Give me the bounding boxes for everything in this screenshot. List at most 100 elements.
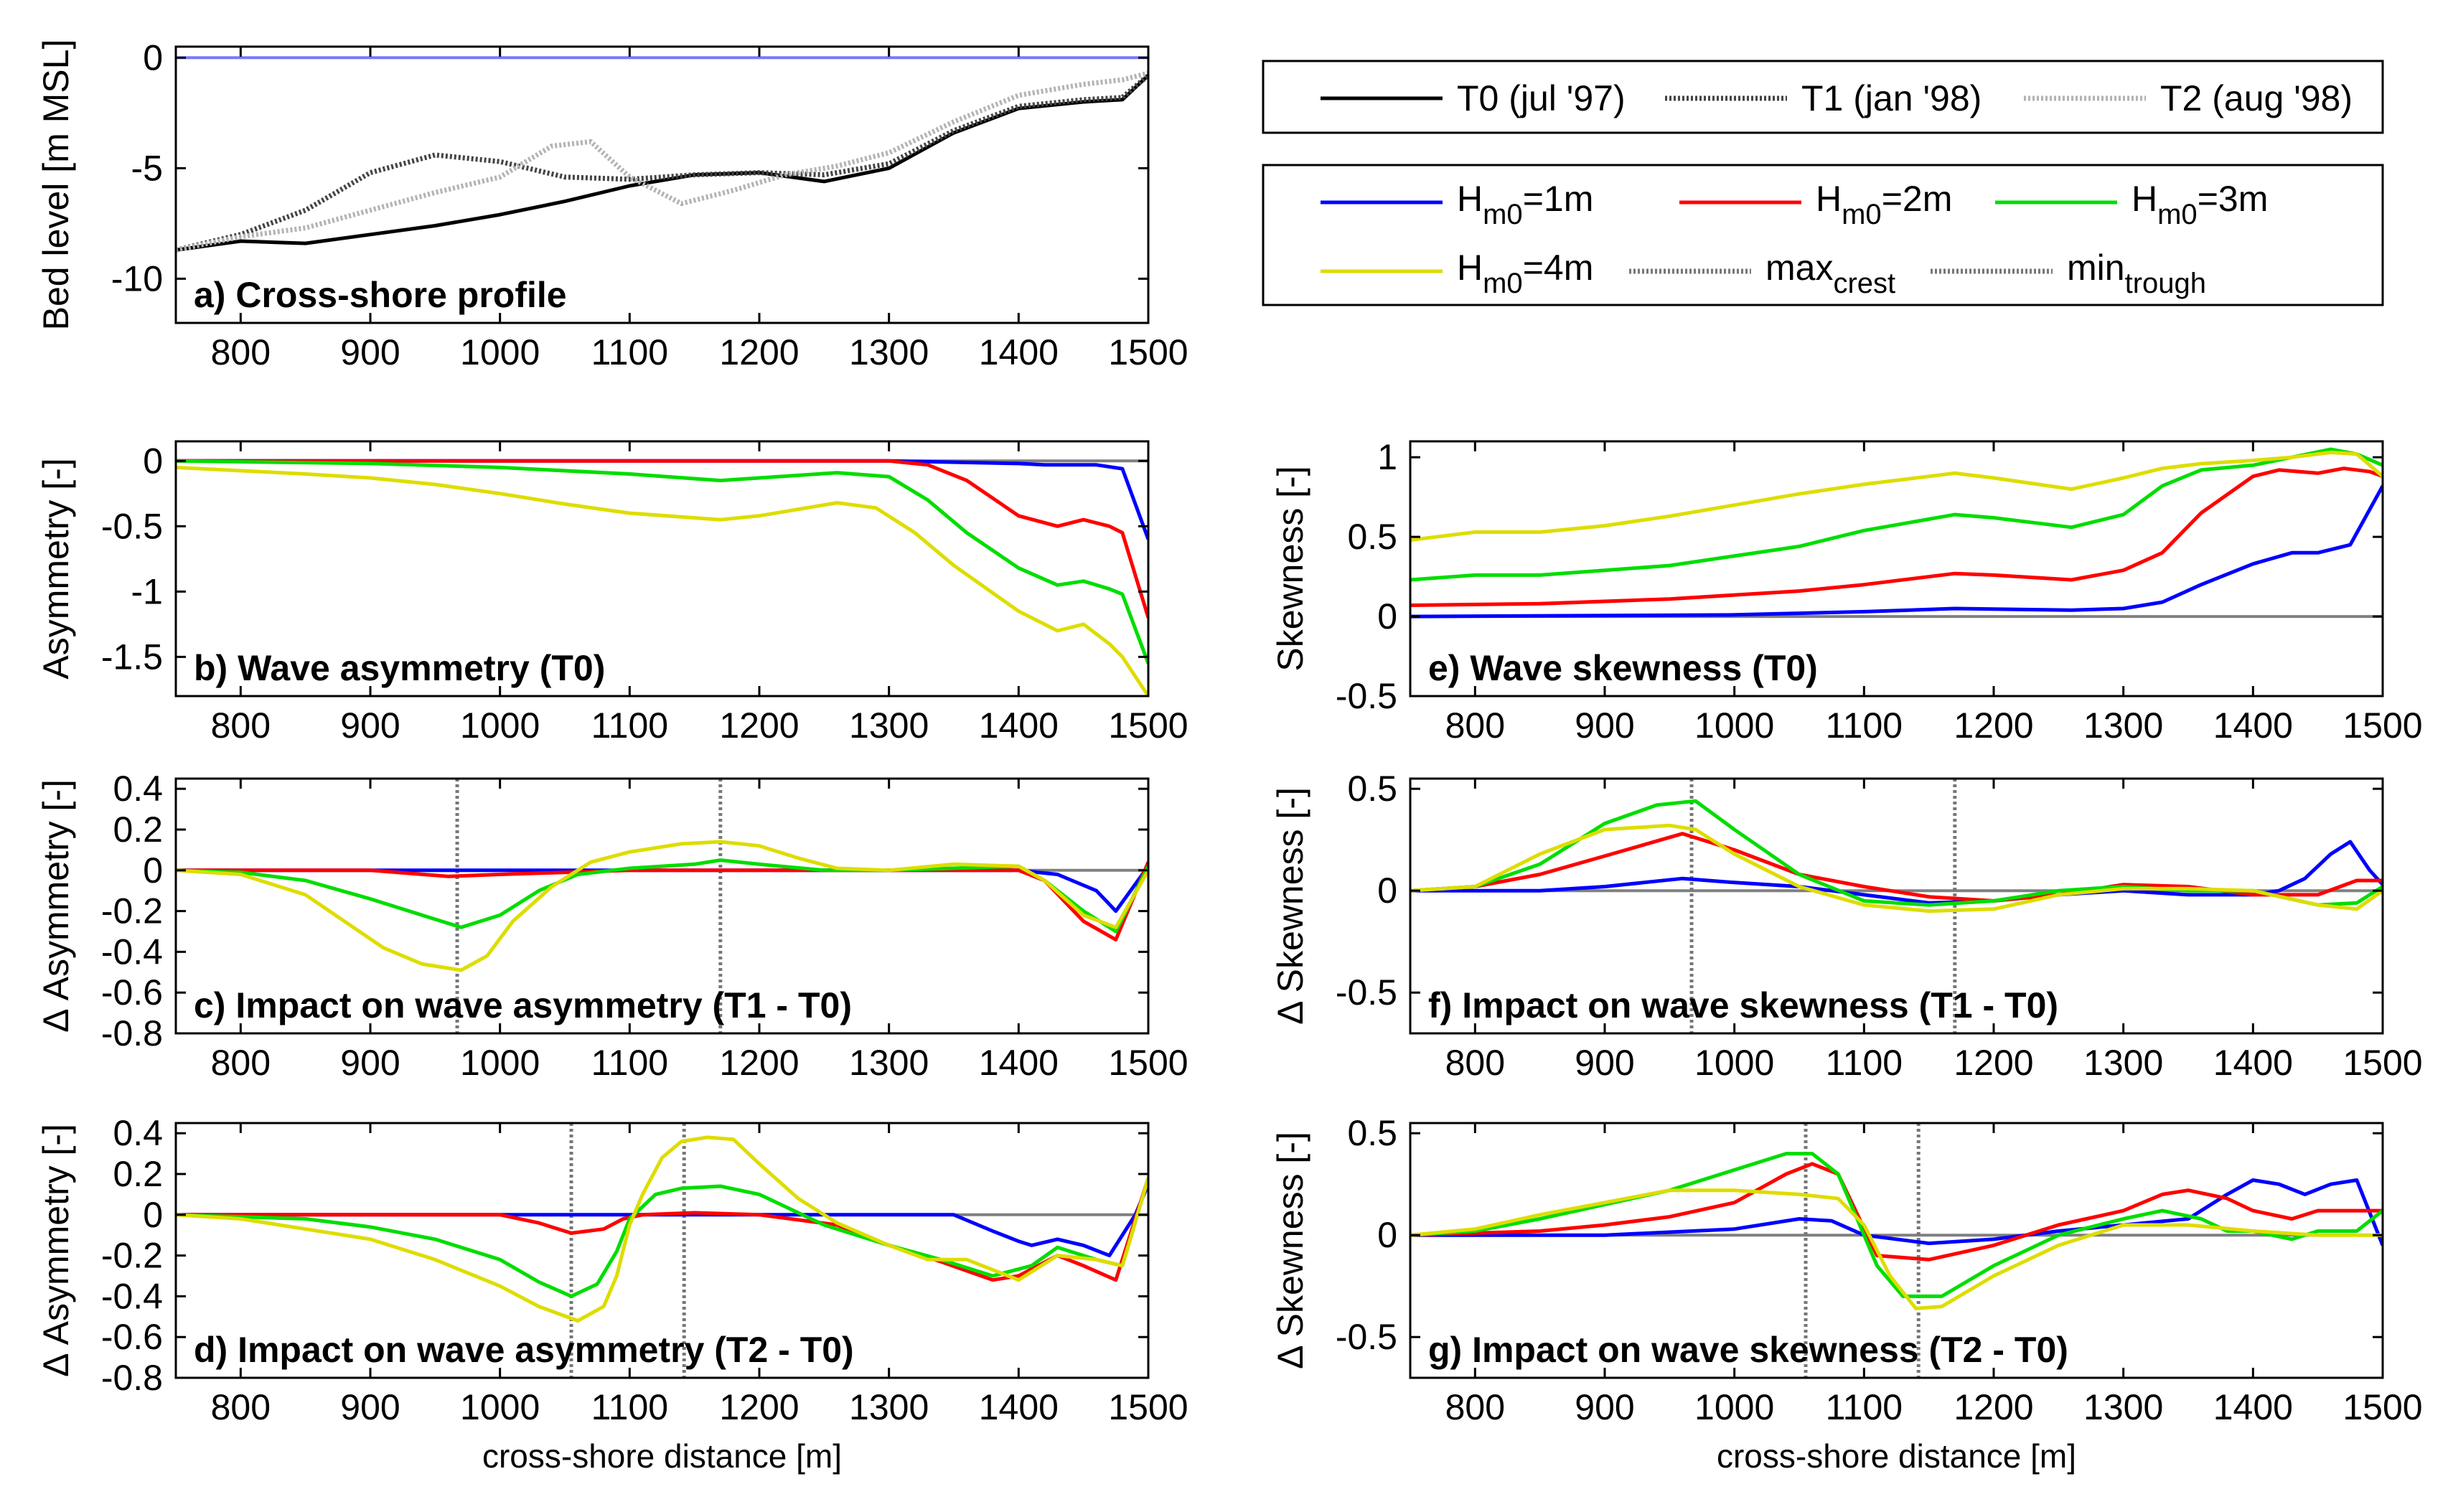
x-tick-label: 800 [211,705,271,746]
panel-g: 800 900 1000 1100 1200 1300 1400 1500 0.5 0 -0.5 Δ … [1270,1113,2423,1475]
x-tick-label: 800 [211,1387,271,1427]
legend-label-sub: trough [2125,268,2206,299]
x-tick-label: 1400 [979,1387,1059,1427]
plot-area-c [176,779,1148,1033]
legend-label-sub: m0 [1483,268,1523,299]
x-tick-label: 900 [340,705,400,746]
legend-label-0: Hm0=1m [1457,179,1593,230]
y-tick-label: 0.2 [113,1154,163,1194]
x-tick-label: 1300 [849,1043,929,1083]
y-tick-label: -1.5 [101,637,163,677]
legend-profiles: T0 (jul '97) T1 (jan '98) T2 (aug '98) [1262,60,2384,134]
y-tick-label: -0.5 [1336,676,1397,716]
y-tick-label: -0.8 [101,1358,163,1398]
legend-label-main: H [1816,179,1842,219]
x-tick-label: 800 [1445,1387,1505,1427]
y-axis-label: Δ Skewness [-] [1270,787,1310,1025]
legend-label-sub: m0 [1842,199,1882,230]
series-line-d-H4 [176,1135,1148,1323]
x-tick-label: 1300 [849,332,929,372]
x-tick-label: 1500 [1108,1387,1188,1427]
legend-label-3: Hm0=4m [1457,248,1593,299]
legend-label-suffix: =2m [1882,179,1953,219]
legend-label-suffix: =3m [2198,179,2269,219]
x-tick-label: 1100 [591,1387,669,1427]
panels: 800 900 1000 1100 1200 1300 1400 15000-5-10Bed … [36,37,2423,1475]
series-line-g-H4 [1410,1188,2383,1310]
x-tick-label: 900 [1575,705,1634,746]
x-tick-label: 1500 [1108,1043,1188,1083]
x-axis-label: cross-shore distance [m] [1717,1437,2076,1475]
y-tick-label: -0.5 [1336,972,1397,1013]
x-tick-label: 1200 [719,705,799,746]
axes-box-b [174,440,1150,698]
plot-area-b [176,459,1148,696]
y-axis-label: Δ Skewness [-] [1270,1132,1310,1369]
x-tick-label: 1500 [2343,1043,2422,1083]
panel-e: 800 900 1000 1100 1200 1300 1400 1500 1 0.5 0 -0.5 S… [1270,437,2423,746]
y-tick-label: -0.2 [101,891,163,931]
legend-label-T1: T1 (jan '98) [1801,78,1982,118]
x-tick-label: 1300 [2083,1387,2163,1427]
y-tick-label: 0 [1377,1215,1397,1255]
y-tick-label: 0.5 [1347,1113,1397,1153]
x-tick-label: 1100 [591,332,669,372]
series-line-a-T1 [176,73,1148,253]
x-tick-label: 1000 [460,1043,540,1083]
series-line-g-H2 [1410,1162,2383,1262]
y-tick-label: 0.4 [113,1113,163,1153]
series-line-c-H2 [176,861,1148,942]
series-line-d-H3 [176,1177,1148,1298]
x-tick-label: 1100 [1826,1387,1903,1427]
legend-label-sub: m0 [2157,199,2198,230]
x-tick-label: 900 [1575,1387,1634,1427]
panel-title: c) Impact on wave asymmetry (T1 - T0) [194,985,852,1025]
x-tick-label: 1400 [979,1043,1059,1083]
axes-box-c [174,777,1150,1035]
axes-box-g [1409,1122,2384,1379]
legend-profiles-box [1262,60,2384,134]
series-line-b-H4 [176,465,1148,696]
x-tick-label: 1100 [591,1043,669,1083]
legend-label-T0: T0 (jul '97) [1457,78,1626,118]
x-tick-label: 1500 [2343,705,2422,746]
x-tick-label: 800 [1445,1043,1505,1083]
y-tick-label: -1 [131,571,163,611]
series-line-g-H3 [1410,1152,2383,1298]
plot-area-e [1410,447,2383,619]
x-tick-label: 1300 [2083,1043,2163,1083]
x-tick-label: 1400 [2213,1043,2293,1083]
x-tick-label: 900 [340,1387,400,1427]
panel-title: f) Impact on wave skewness (T1 - T0) [1428,985,2058,1025]
x-tick-label: 1100 [1826,1043,1903,1083]
axes-box-e [1409,440,2384,698]
panel-title: d) Impact on wave asymmetry (T2 - T0) [194,1330,854,1370]
x-axis-label: cross-shore distance [m] [482,1437,842,1475]
x-tick-label: 1300 [849,1387,929,1427]
x-tick-label: 1000 [1694,1043,1774,1083]
legend-label-main: H [1457,179,1483,219]
y-tick-label: -0.8 [101,1013,163,1053]
y-axis-label: Δ Asymmetry [-] [36,779,76,1033]
y-tick-label: 0.5 [1347,769,1397,809]
legend-label-sub: m0 [1483,199,1523,230]
axes-box-d [174,1122,1150,1379]
series-line-c-H4 [176,840,1148,972]
series-line-d-H1 [176,1183,1148,1258]
x-tick-label: 1200 [1954,1387,2033,1427]
y-axis-label: Skewness [-] [1270,466,1310,671]
legend-waves-box [1262,164,2384,306]
panel-title: e) Wave skewness (T0) [1428,648,1818,688]
x-tick-label: 900 [340,332,400,372]
panel-f: 800 900 1000 1100 1200 1300 1400 1500 0.5 0 -0.5 Δ … [1270,769,2423,1083]
y-tick-label: -0.4 [101,931,163,972]
y-tick-label: 0 [1377,596,1397,637]
series-line-e-H2 [1410,466,2383,607]
panel-title: b) Wave asymmetry (T0) [194,648,605,688]
x-tick-label: 1400 [2213,1387,2293,1427]
legend-label-2: Hm0=3m [2132,179,2268,230]
panel-title: a) Cross-shore profile [194,275,567,315]
x-tick-label: 1000 [1694,1387,1774,1427]
plot-area-f [1410,779,2383,1033]
x-tick-label: 1400 [979,332,1059,372]
